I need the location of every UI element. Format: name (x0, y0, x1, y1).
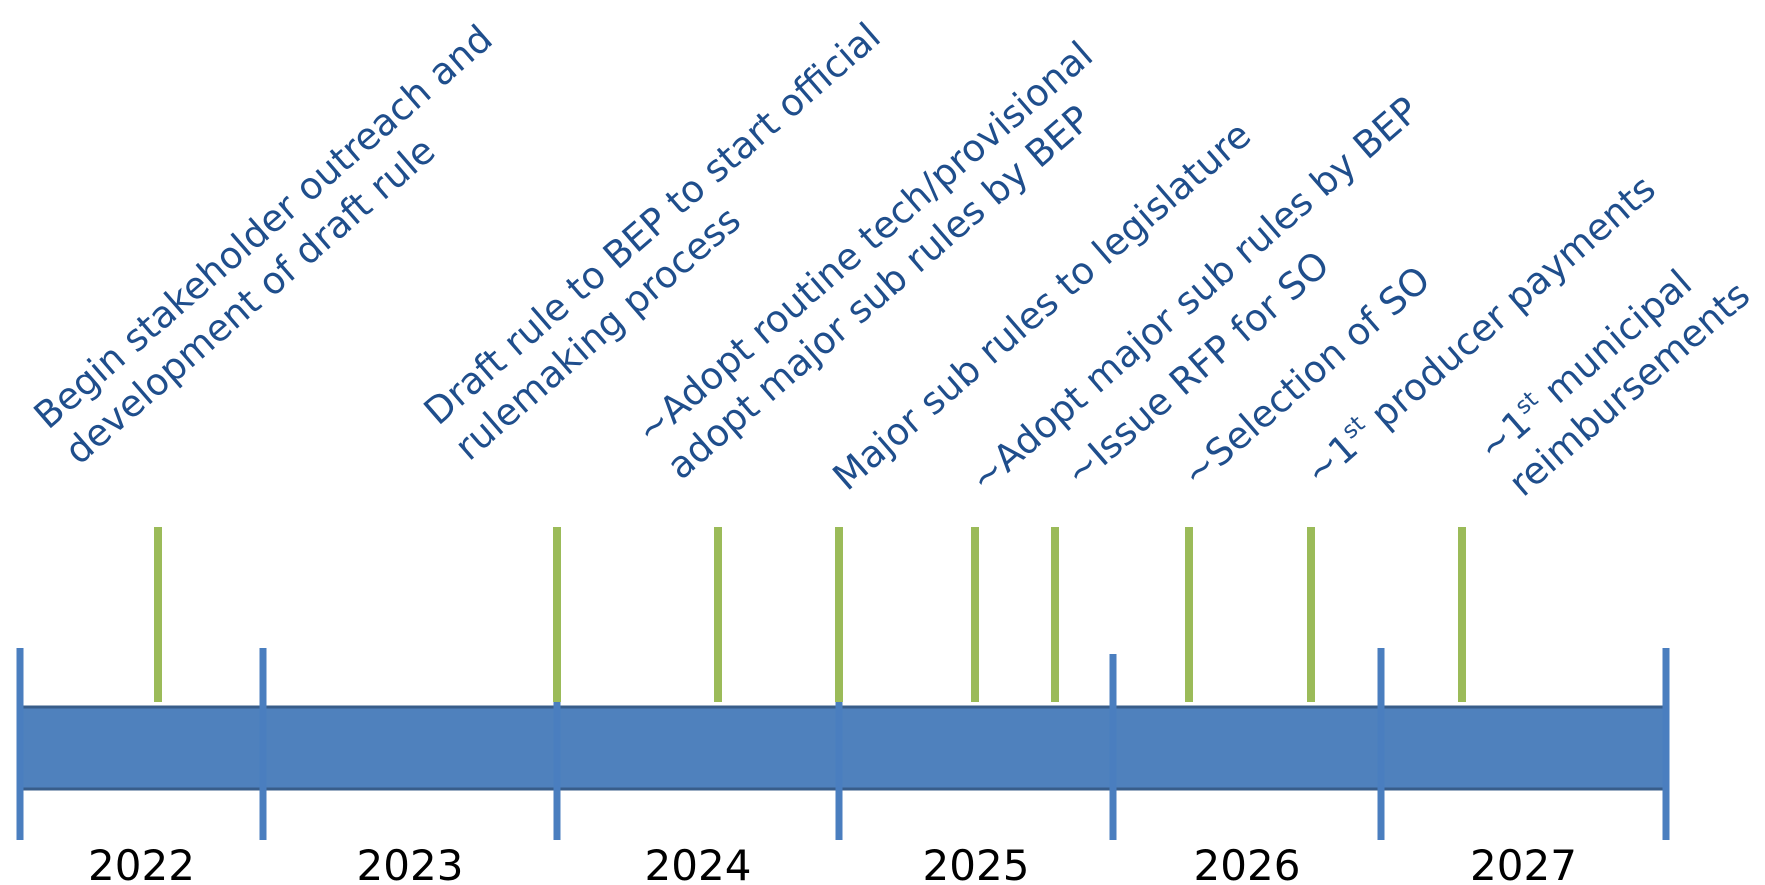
milestone-label-line: development of draft rule (57, 129, 444, 473)
year-labels: 2022 2023 2024 2025 2026 2027 (88, 841, 1577, 885)
year-label: 2026 (1194, 841, 1301, 885)
year-label: 2023 (357, 841, 464, 885)
milestone-label-line: Begin stakeholder outreach and (26, 17, 501, 438)
year-label: 2024 (645, 841, 752, 885)
year-label: 2025 (923, 841, 1030, 885)
year-label: 2022 (88, 841, 195, 885)
milestone-labels: Begin stakeholder outreach anddevelopmen… (26, 14, 1758, 504)
milestone-ticks (154, 527, 1466, 702)
year-dividers (16, 648, 1670, 840)
year-label: 2027 (1470, 841, 1577, 885)
